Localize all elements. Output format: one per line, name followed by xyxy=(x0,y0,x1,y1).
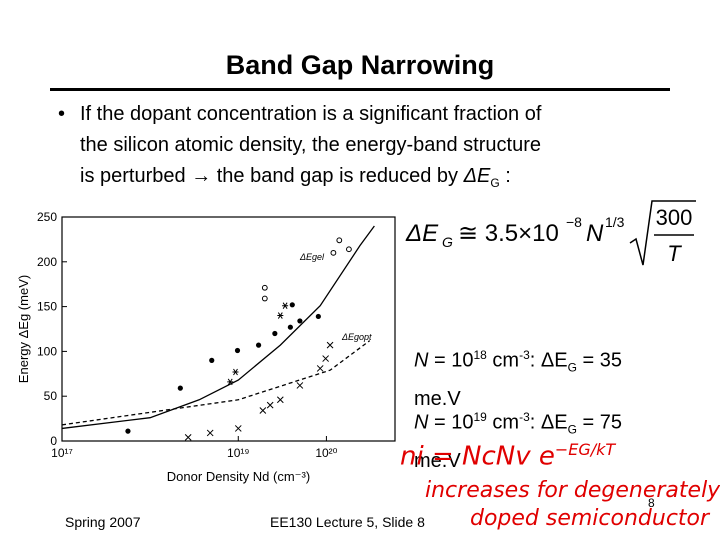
point xyxy=(315,313,321,320)
radical xyxy=(629,200,696,266)
text: = 75 xyxy=(576,411,622,434)
point xyxy=(177,385,183,391)
point xyxy=(227,378,234,386)
page-number: 8 xyxy=(648,496,655,510)
chart: 0 50 100 150 200 250 10¹⁷ 10¹⁹ 10²⁰ Donor Density… xyxy=(16,210,396,484)
point xyxy=(266,401,274,409)
text: cm xyxy=(486,411,520,434)
handwritten-note: increases for degenerately xyxy=(425,478,720,503)
point xyxy=(234,425,242,432)
fit-curve xyxy=(61,340,371,426)
text: = 10 xyxy=(428,349,474,372)
text: ΔE xyxy=(405,220,439,247)
point xyxy=(346,246,352,253)
text: : ΔE xyxy=(529,349,568,372)
text: = 35 xyxy=(576,349,622,372)
footer-center: EE130 Lecture 5, Slide 8 xyxy=(270,514,425,530)
text: ni = NcNv e xyxy=(400,441,555,472)
point xyxy=(326,341,334,349)
point xyxy=(261,284,268,291)
y-tick-label: 150 xyxy=(37,300,57,314)
point xyxy=(259,407,267,414)
y-axis-label: Energy ΔEg (meV) xyxy=(16,275,31,383)
text: -3 xyxy=(519,410,530,424)
text: : ΔE xyxy=(529,411,568,434)
text: me.V xyxy=(414,449,461,472)
text: : xyxy=(499,165,511,187)
point xyxy=(296,382,304,389)
x-tick-label: 10²⁰ xyxy=(315,446,337,460)
point xyxy=(282,302,289,309)
text: 1/3 xyxy=(605,214,625,230)
y-tick-label: 250 xyxy=(37,210,57,224)
text: ≅ 3.5×10 xyxy=(458,220,559,247)
text: -3 xyxy=(519,348,530,362)
bullet-line: If the dopant concentration is a signifi… xyxy=(80,103,542,125)
point xyxy=(125,428,131,434)
point xyxy=(316,365,324,372)
x-axis-label: Donor Density Nd (cm⁻³) xyxy=(167,469,310,484)
example: N = 1018 cm-3: ΔEG = 35 me.V xyxy=(414,340,622,415)
bullet-line: is perturbed → the band gap is reduced b… xyxy=(80,165,511,190)
text: −EG/kT xyxy=(554,440,616,459)
bullet-line: the silicon atomic density, the energy-b… xyxy=(80,134,541,156)
text: = 10 xyxy=(428,411,474,434)
point xyxy=(287,324,293,330)
plot-frame xyxy=(61,216,396,442)
handwritten-note: ni = NcNv e−EG/kT xyxy=(400,440,615,472)
text: T xyxy=(667,241,682,266)
point xyxy=(322,355,329,362)
point xyxy=(336,237,343,244)
fit-curve xyxy=(61,225,375,430)
slide-title: Band Gap Narrowing xyxy=(225,50,495,80)
x-tick-label: 10¹⁹ xyxy=(227,446,249,460)
text: G xyxy=(567,422,577,437)
text: ΔE xyxy=(463,165,491,187)
text: N xyxy=(414,411,429,434)
point xyxy=(209,357,215,363)
point xyxy=(277,312,284,319)
point xyxy=(276,396,284,404)
text: 300 xyxy=(656,205,693,230)
annotation: ΔEgopt xyxy=(341,332,372,342)
point xyxy=(297,318,303,324)
handwritten-note: doped semiconductor xyxy=(470,506,710,531)
footer-left: Spring 2007 xyxy=(65,514,141,530)
text: N xyxy=(586,220,604,247)
bullet-dot: • xyxy=(58,103,66,125)
text: cm xyxy=(486,349,520,372)
text: −8 xyxy=(566,214,582,230)
point xyxy=(232,368,239,376)
point xyxy=(272,330,278,337)
text: G xyxy=(490,176,500,190)
text: 18 xyxy=(473,348,487,362)
point xyxy=(206,429,214,437)
point xyxy=(261,295,268,302)
example: N = 1019 cm-3: ΔEG = 75 me.V xyxy=(414,402,622,477)
arrow: → xyxy=(191,165,212,187)
point xyxy=(184,434,192,441)
formula: ΔE G ≅ 3.5×10 −8 N 1/3 300 T xyxy=(405,200,696,266)
text: is perturbed xyxy=(80,165,186,187)
y-tick-label: 0 xyxy=(50,434,57,448)
x-tick-label: 10¹⁷ xyxy=(51,446,73,460)
text: me.V xyxy=(414,387,461,410)
point xyxy=(330,249,337,256)
text: 19 xyxy=(473,410,487,424)
y-tick-label: 200 xyxy=(37,255,57,269)
text: N xyxy=(414,349,429,372)
point xyxy=(234,347,241,354)
y-tick-label: 100 xyxy=(37,344,57,358)
text: G xyxy=(442,234,453,250)
title-rule xyxy=(50,88,670,91)
point xyxy=(289,302,295,308)
text: the band gap is reduced by xyxy=(216,165,464,187)
annotation: ΔEgel xyxy=(299,252,325,262)
text: G xyxy=(567,360,577,375)
point xyxy=(255,342,262,348)
y-tick-label: 50 xyxy=(44,389,58,403)
